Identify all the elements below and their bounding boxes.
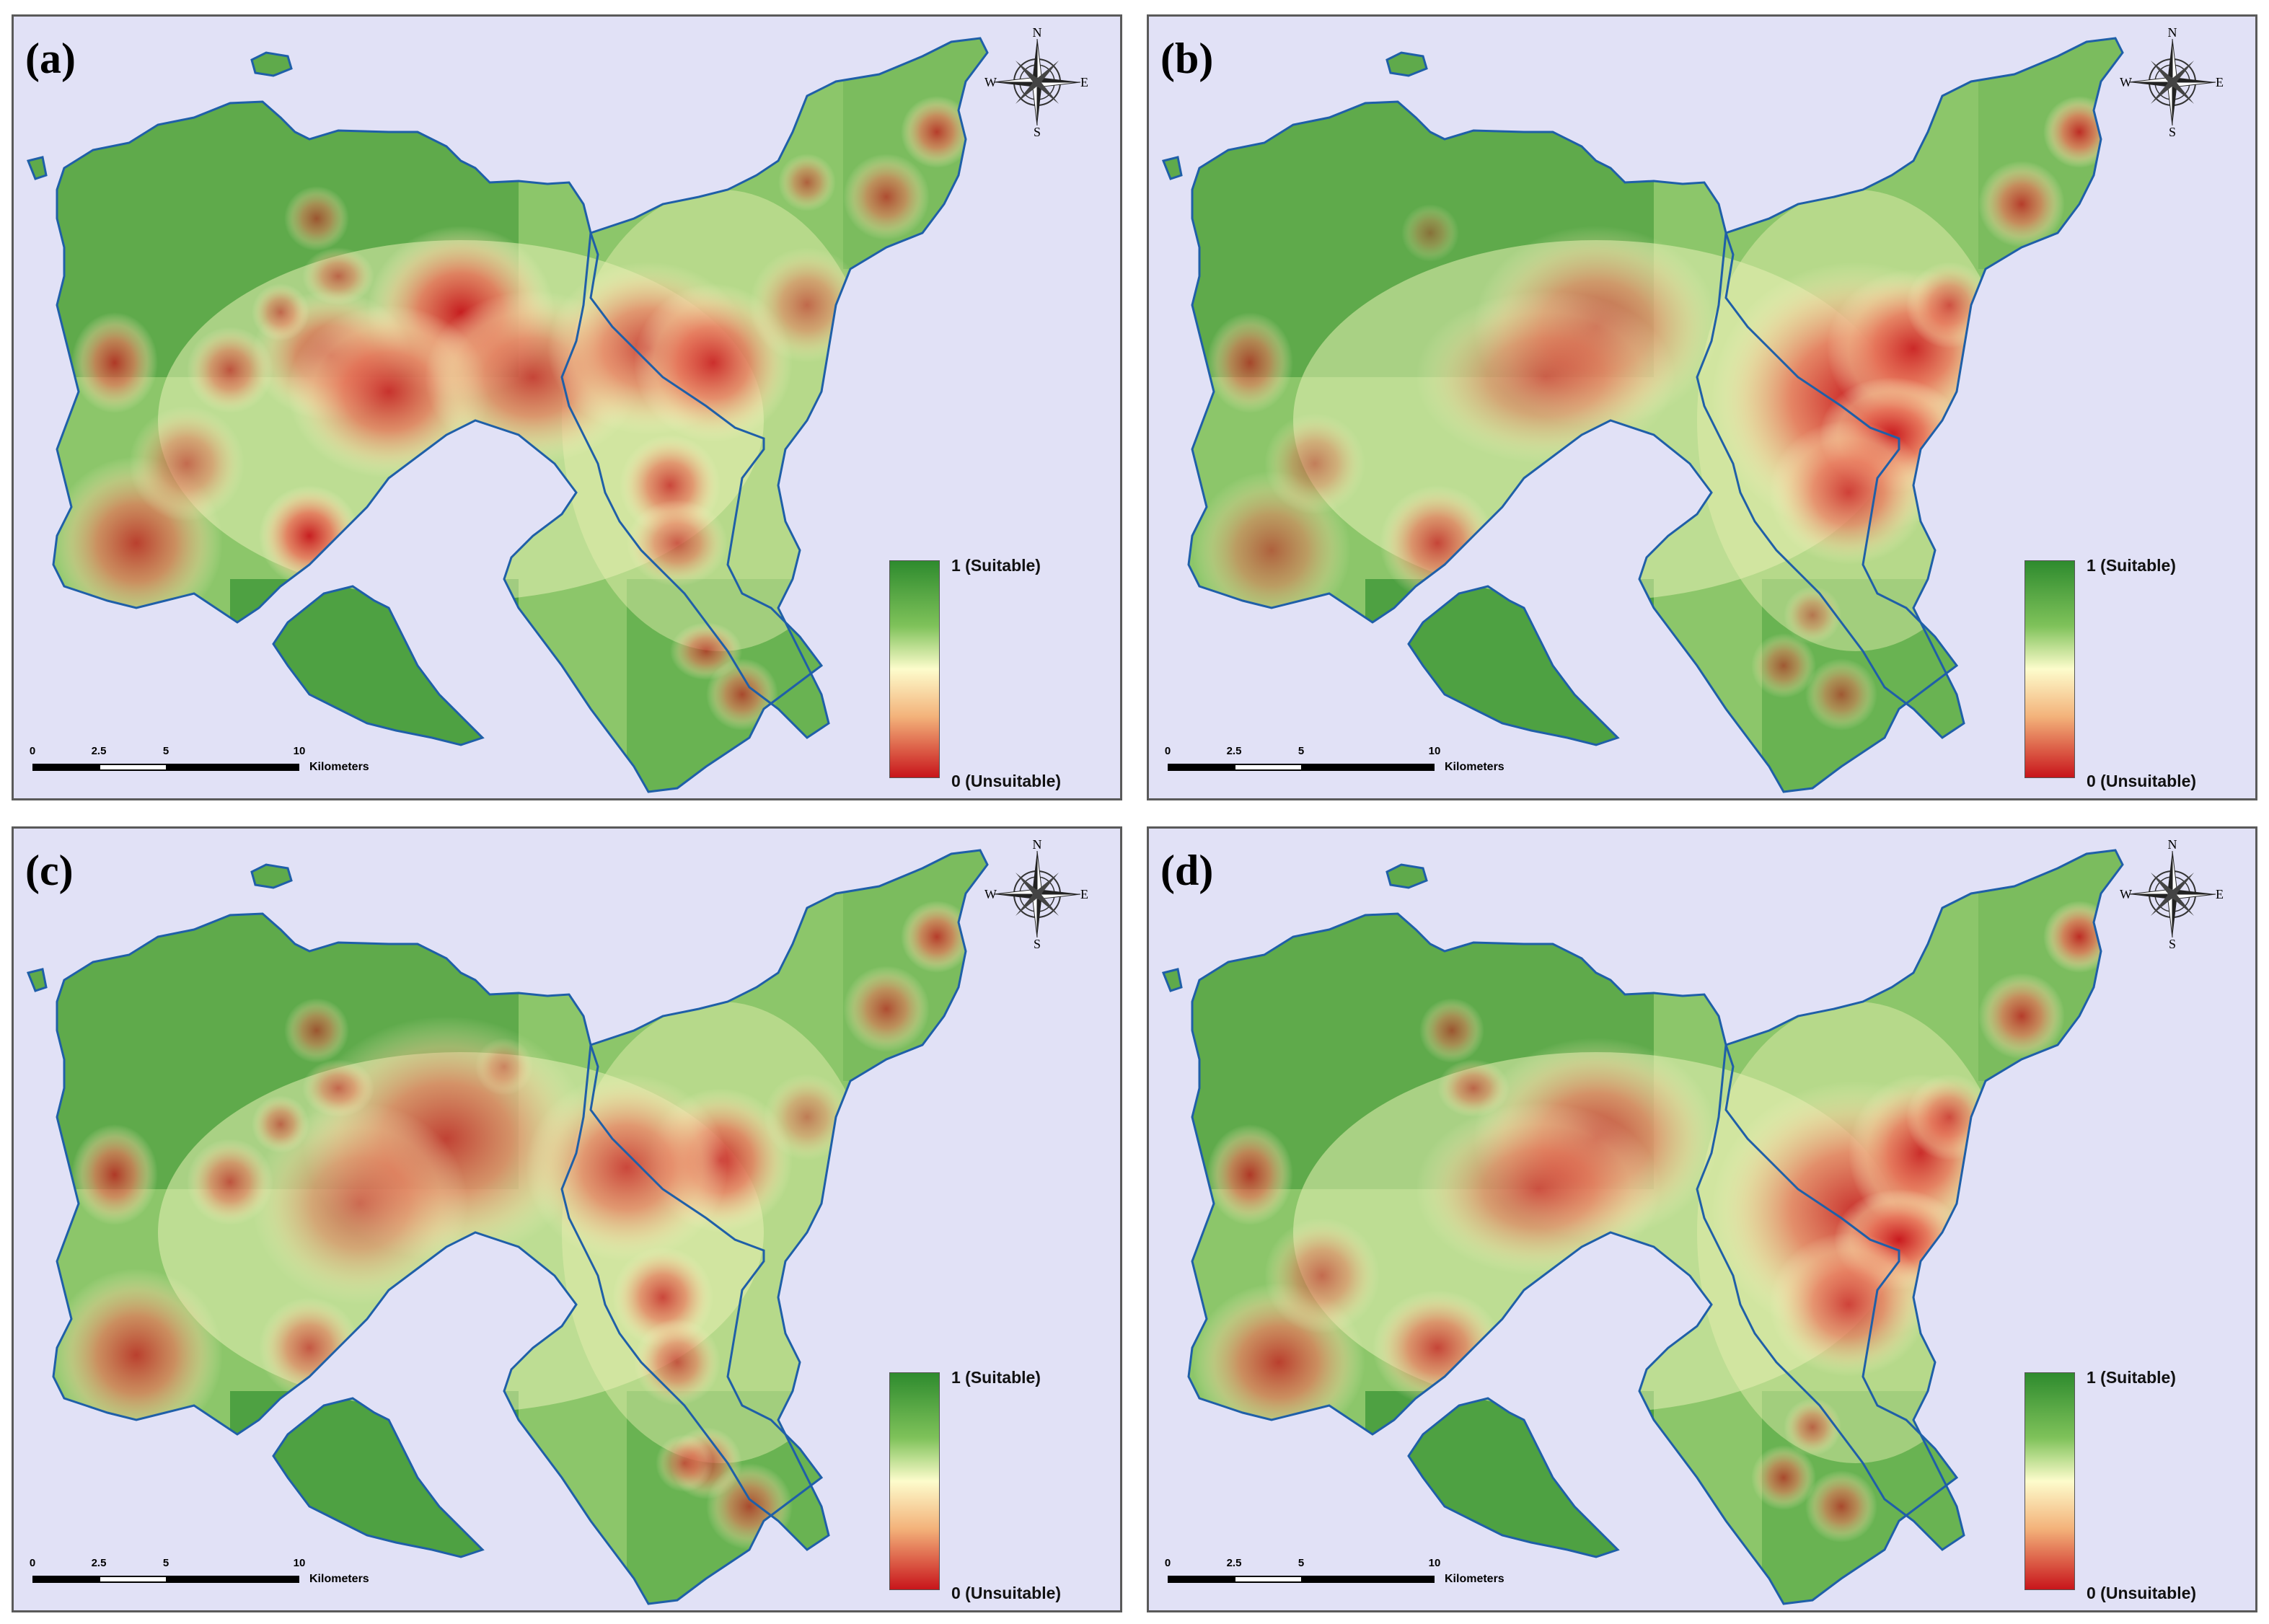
map-panel-b: (b) N S E W 1 (Suitable) 0 (Unsuitable) bbox=[1147, 14, 2257, 800]
north-arrow-icon: N S E W bbox=[2120, 28, 2224, 136]
compass-e: E bbox=[1080, 887, 1088, 901]
compass-s: S bbox=[1034, 937, 1041, 948]
compass-s: S bbox=[1034, 125, 1041, 136]
scale-tick: 10 bbox=[293, 1557, 306, 1569]
scale-segments bbox=[32, 764, 299, 771]
suitability-legend: 1 (Suitable) 0 (Unsuitable) bbox=[2025, 556, 2241, 790]
scale-tick: 2.5 bbox=[91, 1557, 107, 1569]
compass-n: N bbox=[1033, 28, 1042, 40]
scale-tick: 10 bbox=[1428, 745, 1441, 757]
scale-tick: 5 bbox=[1297, 1557, 1305, 1569]
legend-max-label: 1 (Suitable) bbox=[951, 556, 1041, 575]
compass-w: W bbox=[984, 887, 997, 901]
scale-tick: 0 bbox=[1164, 745, 1171, 757]
scale-tick: 10 bbox=[1428, 1557, 1441, 1569]
panel-label: (c) bbox=[25, 847, 74, 894]
suitability-legend: 1 (Suitable) 0 (Unsuitable) bbox=[2025, 1368, 2241, 1602]
scale-tick: 2.5 bbox=[91, 745, 107, 757]
legend-max-label: 1 (Suitable) bbox=[951, 1368, 1041, 1387]
compass-e: E bbox=[2216, 75, 2224, 89]
scale-tick: 2.5 bbox=[1226, 745, 1242, 757]
scale-bar: 0 2.5 5 10 Kilometers bbox=[1164, 1557, 1557, 1600]
scale-segments bbox=[1168, 1576, 1435, 1583]
scale-ticks: 0 2.5 5 10 bbox=[1164, 745, 1557, 761]
suitability-legend: 1 (Suitable) 0 (Unsuitable) bbox=[889, 1368, 1106, 1602]
scale-bar: 0 2.5 5 10 Kilometers bbox=[1164, 745, 1557, 788]
suitability-map bbox=[26, 849, 989, 1605]
scale-tick: 5 bbox=[162, 1557, 169, 1569]
legend-color-ramp bbox=[2025, 560, 2075, 778]
map-panel-d: (d) N S E W 1 (Suitable) 0 (Unsuitable) bbox=[1147, 826, 2257, 1612]
compass-n: N bbox=[1033, 840, 1042, 852]
scale-unit: Kilometers bbox=[309, 1573, 369, 1585]
scale-tick: 0 bbox=[1164, 1557, 1171, 1569]
suitability-legend: 1 (Suitable) 0 (Unsuitable) bbox=[889, 556, 1106, 790]
compass-n: N bbox=[2168, 28, 2177, 40]
north-arrow-icon: N S E W bbox=[2120, 840, 2224, 948]
compass-s: S bbox=[2169, 937, 2176, 948]
scale-bar: 0 2.5 5 10 Kilometers bbox=[29, 745, 422, 788]
legend-min-label: 0 (Unsuitable) bbox=[951, 1584, 1062, 1602]
suitability-map bbox=[26, 37, 989, 793]
scale-ticks: 0 2.5 5 10 bbox=[1164, 1557, 1557, 1573]
scale-tick: 5 bbox=[1297, 745, 1305, 757]
scale-ticks: 0 2.5 5 10 bbox=[29, 1557, 422, 1573]
scale-tick: 10 bbox=[293, 745, 306, 757]
scale-segments bbox=[32, 1576, 299, 1583]
panel-label: (b) bbox=[1160, 35, 1214, 82]
panel-label: (d) bbox=[1160, 847, 1214, 894]
compass-e: E bbox=[2216, 887, 2224, 901]
scale-unit: Kilometers bbox=[1445, 1573, 1504, 1585]
scale-ticks: 0 2.5 5 10 bbox=[29, 745, 422, 761]
suitability-map bbox=[1161, 849, 2124, 1605]
legend-color-ramp bbox=[2025, 1372, 2075, 1590]
compass-s: S bbox=[2169, 125, 2176, 136]
scale-tick: 0 bbox=[29, 745, 36, 757]
compass-e: E bbox=[1080, 75, 1088, 89]
compass-w: W bbox=[2120, 75, 2132, 89]
compass-w: W bbox=[2120, 887, 2132, 901]
legend-min-label: 0 (Unsuitable) bbox=[2087, 1584, 2197, 1602]
legend-min-label: 0 (Unsuitable) bbox=[2087, 772, 2197, 790]
scale-unit: Kilometers bbox=[309, 761, 369, 773]
scale-tick: 5 bbox=[162, 745, 169, 757]
map-panel-c: (c) N S E W 1 (Suitable) 0 (Unsuitable) bbox=[12, 826, 1122, 1612]
legend-color-ramp bbox=[889, 560, 940, 778]
panel-label: (a) bbox=[25, 35, 76, 82]
north-arrow-icon: N S E W bbox=[984, 840, 1088, 948]
legend-max-label: 1 (Suitable) bbox=[2087, 1368, 2176, 1387]
suitability-map bbox=[1161, 37, 2124, 793]
compass-n: N bbox=[2168, 840, 2177, 852]
scale-segments bbox=[1168, 764, 1435, 771]
scale-tick: 0 bbox=[29, 1557, 36, 1569]
scale-bar: 0 2.5 5 10 Kilometers bbox=[29, 1557, 422, 1600]
map-panel-a: (a) N S E W 1 (Suitable) 0 (Unsuitable) bbox=[12, 14, 1122, 800]
legend-min-label: 0 (Unsuitable) bbox=[951, 772, 1062, 790]
compass-w: W bbox=[984, 75, 997, 89]
legend-max-label: 1 (Suitable) bbox=[2087, 556, 2176, 575]
legend-color-ramp bbox=[889, 1372, 940, 1590]
scale-unit: Kilometers bbox=[1445, 761, 1504, 773]
scale-tick: 2.5 bbox=[1226, 1557, 1242, 1569]
north-arrow-icon: N S E W bbox=[984, 28, 1088, 136]
